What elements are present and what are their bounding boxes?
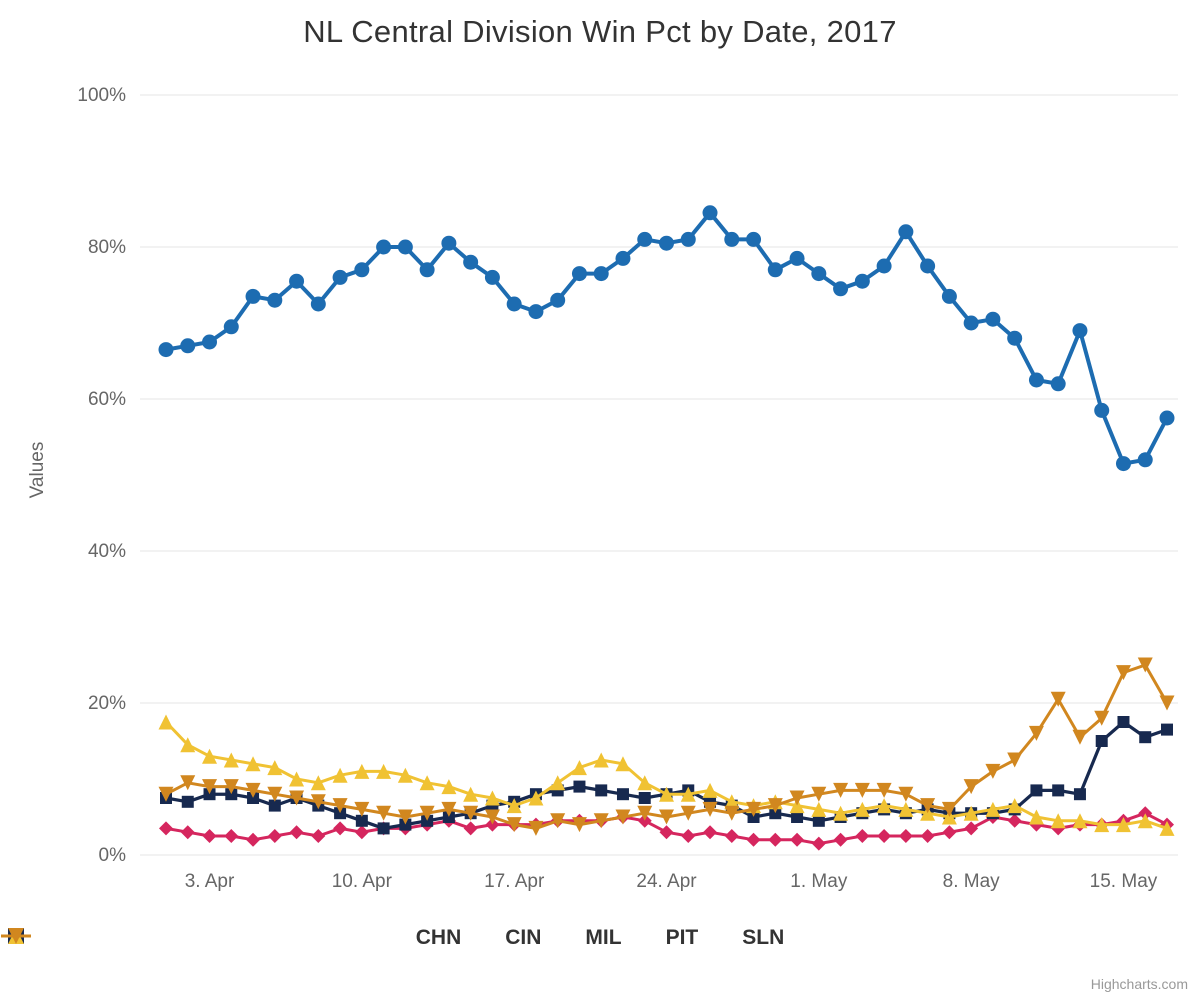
legend-label: CIN (505, 926, 542, 949)
legend-item-sln[interactable]: SLN (1, 926, 785, 950)
series-pit (158, 714, 1175, 836)
y-axis-label: 20% (88, 693, 126, 714)
y-axis-label: 60% (88, 389, 126, 410)
legend-label: PIT (665, 926, 699, 949)
legend-item-mil[interactable]: MIL (1, 926, 622, 950)
x-axis-label: 24. Apr (636, 871, 697, 892)
y-grid: 0% 20% 40% 60% 80% 100% (77, 85, 1178, 866)
legend-label: CHN (415, 926, 462, 949)
y-axis-label: 40% (88, 541, 126, 562)
credits-link[interactable]: Highcharts.com (1090, 976, 1188, 992)
y-axis-label: 100% (77, 85, 126, 106)
triangle-down-icon (1, 928, 31, 944)
legend-item-pit[interactable]: PIT (1, 926, 699, 950)
y-axis-label: 0% (99, 845, 127, 866)
x-axis-label: 8. May (943, 871, 1001, 892)
y-axis-label: 80% (88, 237, 126, 258)
series-sln (158, 657, 1175, 836)
plot-area: 0% 20% 40% 60% 80% 100% 3. Apr 10. Apr 17. Apr 24… (77, 85, 1178, 892)
x-axis-label: 10. Apr (332, 871, 393, 892)
legend-item-chn[interactable]: CHN (1, 926, 462, 950)
x-axis-label: 3. Apr (185, 871, 235, 892)
legend-label: SLN (742, 926, 785, 949)
series-chn (158, 205, 1175, 472)
legend: CHN CIN MIL PIT SLN (0, 926, 1200, 950)
legend-label: MIL (585, 926, 622, 949)
x-axis-labels: 3. Apr 10. Apr 17. Apr 24. Apr 1. May 8. May 1… (185, 871, 1158, 892)
chart-title: NL Central Division Win Pct by Date, 201… (303, 14, 897, 49)
x-axis-label: 15. May (1090, 871, 1158, 892)
legend-item-cin[interactable]: CIN (1, 926, 542, 950)
x-axis-label: 1. May (790, 871, 848, 892)
x-axis-label: 17. Apr (484, 871, 545, 892)
